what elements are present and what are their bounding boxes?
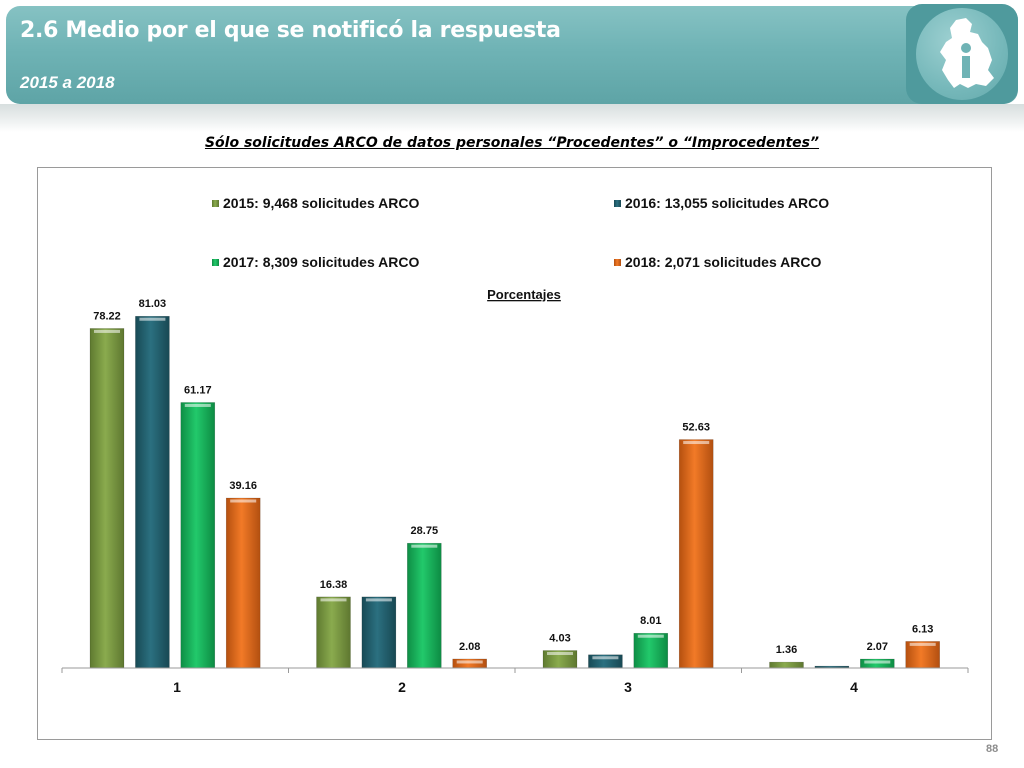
x-tick-label-4: 4 bbox=[850, 679, 858, 695]
page-number: 88 bbox=[986, 743, 999, 755]
chart-title: Porcentajes bbox=[487, 287, 561, 302]
bar-highlight bbox=[592, 656, 619, 660]
bar-2016-cat-2 bbox=[361, 596, 397, 669]
data-label-2018-cat-3: 52.63 bbox=[682, 422, 710, 434]
bar-highlight bbox=[547, 652, 573, 656]
x-tick-label-2: 2 bbox=[398, 679, 406, 695]
data-label-2015-cat-2: 16.38 bbox=[320, 579, 348, 591]
x-tick-label-3: 3 bbox=[624, 679, 632, 695]
data-label-2015-cat-3: 4.03 bbox=[549, 633, 570, 645]
legend-swatch-2017 bbox=[212, 259, 219, 266]
bar-highlight bbox=[909, 642, 936, 646]
bar-2017-cat-1 bbox=[180, 402, 216, 669]
bars bbox=[89, 315, 940, 669]
cdmx-map-info-icon bbox=[940, 18, 994, 88]
bar-highlight bbox=[864, 660, 891, 664]
bar-highlight bbox=[320, 598, 347, 602]
bar-2015-cat-4 bbox=[769, 661, 804, 669]
data-label-2018-cat-1: 39.16 bbox=[229, 480, 257, 492]
logo bbox=[906, 4, 1018, 104]
bar-2018-cat-1 bbox=[225, 497, 261, 669]
legend-swatch-2016 bbox=[614, 200, 621, 207]
page-subtitle: 2015 a 2018 bbox=[20, 73, 115, 92]
bar-highlight bbox=[456, 660, 483, 664]
legend-label-2015: 2015: 9,468 solicitudes ARCO bbox=[223, 195, 419, 211]
chart-area: 2015: 9,468 solicitudes ARCO 2016: 13,05… bbox=[37, 167, 992, 740]
data-label-2015-cat-4: 1.36 bbox=[776, 644, 797, 656]
data-label-2017-cat-2: 28.75 bbox=[411, 525, 439, 537]
bar-2018-cat-2 bbox=[452, 658, 487, 669]
bar-2018-cat-3 bbox=[678, 439, 714, 669]
header-banner bbox=[6, 6, 1018, 104]
bar-2017-cat-3 bbox=[633, 632, 669, 669]
bar-highlight bbox=[365, 598, 392, 602]
legend-label-2017: 2017: 8,309 solicitudes ARCO bbox=[223, 254, 419, 270]
bar-2015-cat-1 bbox=[89, 328, 125, 669]
legend-label-2018: 2018: 2,071 solicitudes ARCO bbox=[625, 254, 821, 270]
chart-heading: Sólo solicitudes ARCO de datos personale… bbox=[204, 135, 820, 151]
bar-highlight bbox=[683, 441, 710, 445]
data-label-2018-cat-2: 2.08 bbox=[459, 641, 480, 653]
value-labels: 78.22 81.03 61.17 39.16 16.38 28.75 2.08 4.03 8.… bbox=[93, 298, 933, 656]
header-shadow bbox=[0, 104, 1024, 132]
bar-2015-cat-2 bbox=[316, 596, 351, 669]
bar-highlight bbox=[637, 634, 664, 638]
data-label-2018-cat-4: 6.13 bbox=[912, 623, 933, 635]
data-label-2017-cat-4: 2.07 bbox=[867, 641, 888, 653]
bar-highlight bbox=[230, 499, 257, 503]
bar-highlight bbox=[184, 403, 211, 407]
x-axis-ticks bbox=[61, 668, 969, 673]
bar-2017-cat-2 bbox=[407, 542, 442, 669]
page-title: 2.6 Medio por el que se notificó la resp… bbox=[20, 18, 561, 43]
data-label-2017-cat-3: 8.01 bbox=[640, 615, 661, 627]
data-label-2015-cat-1: 78.22 bbox=[93, 310, 121, 322]
legend: 2015: 9,468 solicitudes ARCO 2016: 13,05… bbox=[212, 195, 829, 270]
bar-highlight bbox=[139, 317, 166, 321]
data-label-2016-cat-1: 81.03 bbox=[139, 298, 167, 310]
bar-highlight bbox=[94, 329, 120, 333]
bar-highlight bbox=[411, 544, 438, 548]
legend-swatch-2018 bbox=[614, 259, 621, 266]
x-tick-label-1: 1 bbox=[173, 679, 181, 695]
bar-chart: 2015: 9,468 solicitudes ARCO 2016: 13,05… bbox=[61, 195, 969, 695]
legend-label-2016: 2016: 13,055 solicitudes ARCO bbox=[625, 195, 829, 211]
data-label-2017-cat-1: 61.17 bbox=[184, 384, 212, 396]
legend-swatch-2015 bbox=[212, 200, 219, 207]
bar-2016-cat-1 bbox=[135, 315, 170, 669]
logo-circle bbox=[916, 8, 1008, 100]
